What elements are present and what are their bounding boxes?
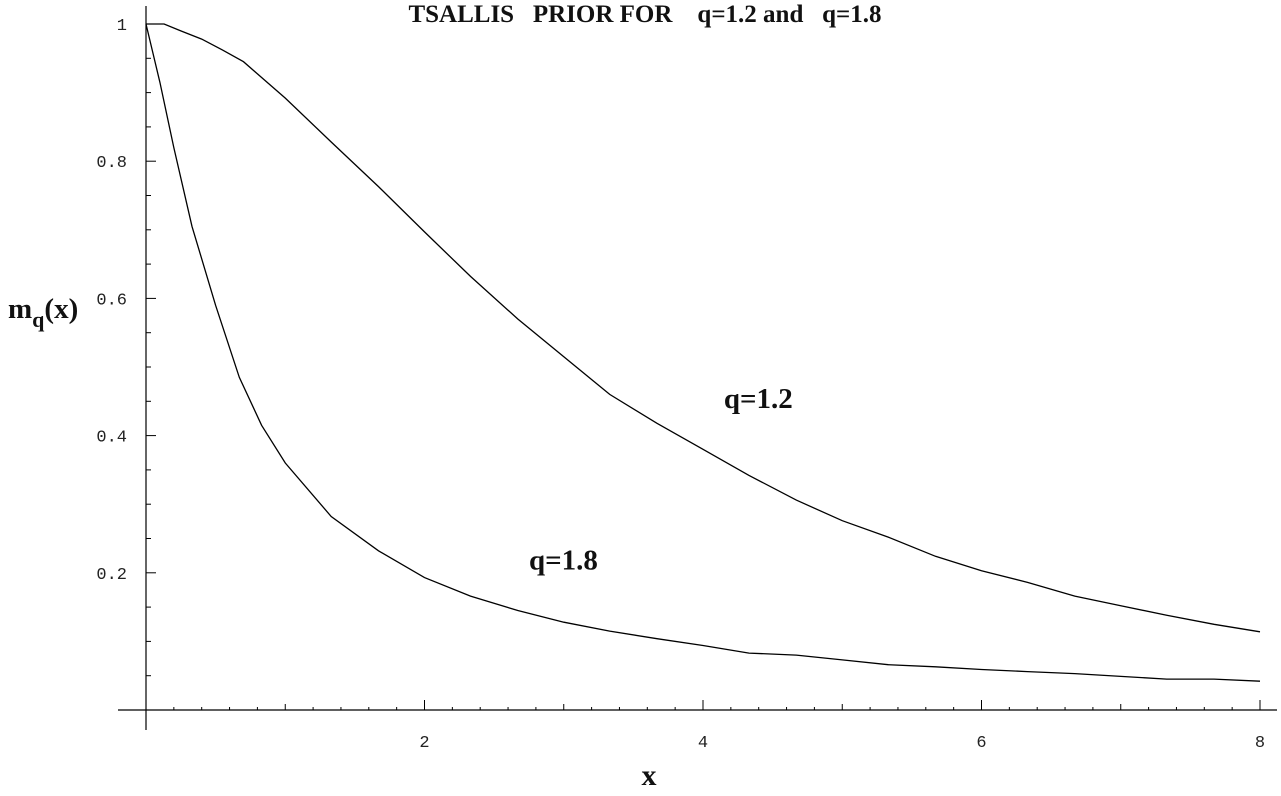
chart-title: TSALLIS PRIOR FOR q=1.2 and q=1.8 — [408, 1, 881, 28]
y-axis-label-main: m — [8, 293, 32, 325]
y-axis-label: mq(x) — [8, 293, 78, 332]
series-line-q-1-2 — [146, 23, 1261, 633]
y-axis-label-arg: (x) — [44, 293, 78, 325]
axes — [118, 6, 1277, 730]
y-tick-label: 0.2 — [96, 566, 127, 585]
y-tick-label: 0.8 — [96, 154, 127, 173]
x-tick-label: 2 — [419, 734, 429, 753]
x-tick-label: 6 — [976, 734, 986, 753]
y-ticks: 0.2 0.4 0.6 0.8 1 — [96, 17, 156, 677]
x-tick-label: 8 — [1255, 734, 1265, 753]
series — [145, 23, 1261, 682]
x-tick-label: 4 — [698, 734, 708, 753]
series-line-q-1-8 — [145, 23, 1261, 682]
y-tick-label: 0.4 — [96, 429, 127, 448]
x-axis-label: x — [642, 759, 657, 792]
y-tick-label: 1 — [117, 17, 127, 36]
y-tick-label: 0.6 — [96, 291, 127, 310]
x-ticks: 2 4 6 8 — [173, 700, 1265, 753]
series-annotation-label: q=1.2 — [724, 383, 793, 415]
y-axis-label-subscript: q — [32, 307, 45, 332]
series-annotation-label: q=1.8 — [529, 544, 598, 576]
annotations: q=1.2 q=1.8 — [529, 383, 793, 576]
